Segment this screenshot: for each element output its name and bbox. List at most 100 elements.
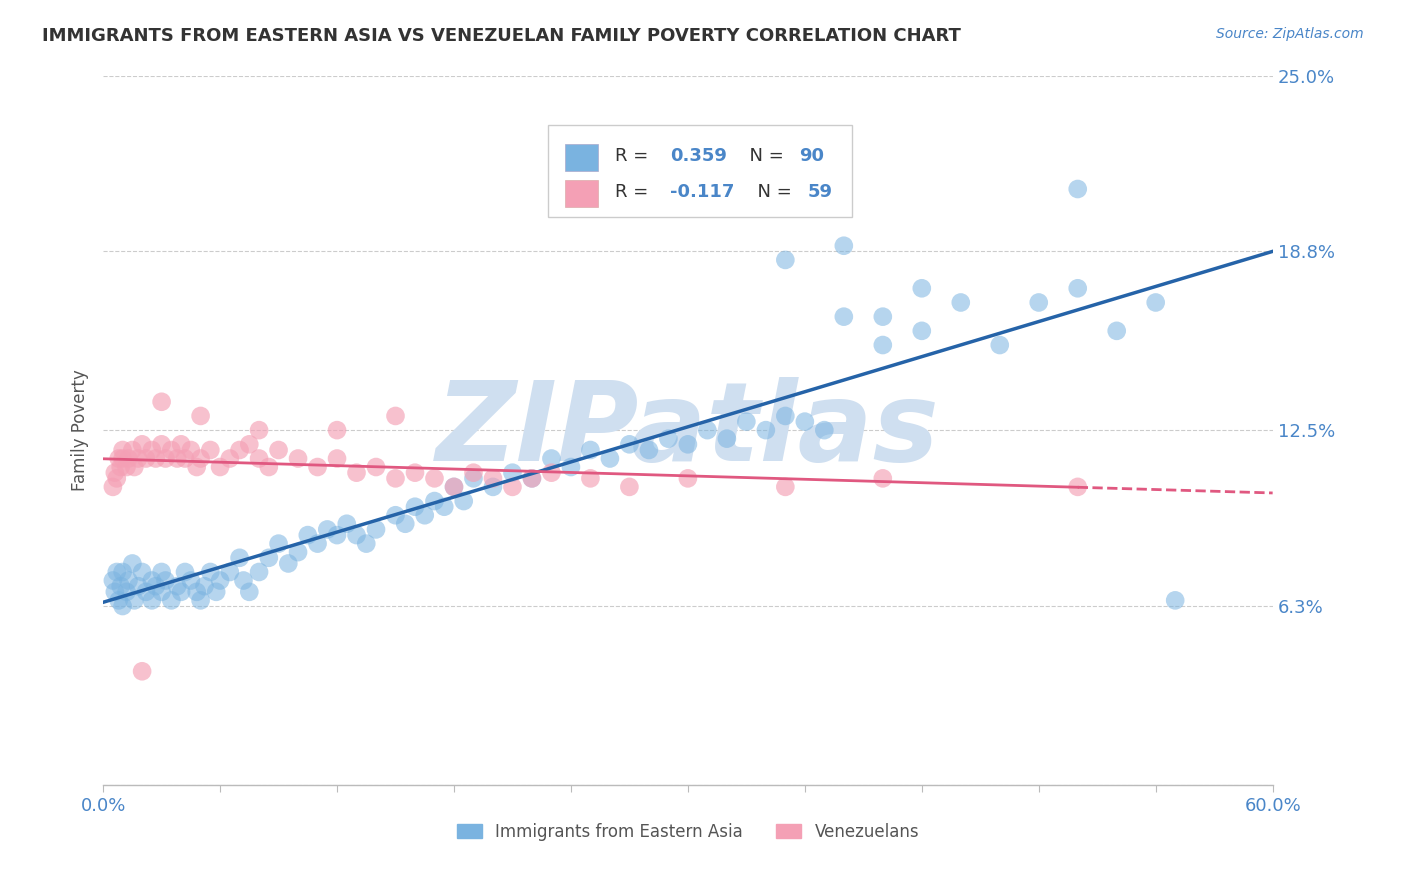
- Point: [384, 409, 406, 423]
- Point: [326, 528, 349, 542]
- Point: [127, 451, 149, 466]
- Text: 59: 59: [807, 183, 832, 201]
- Point: [735, 415, 758, 429]
- Point: [111, 565, 134, 579]
- Point: [394, 516, 416, 531]
- Point: [423, 471, 446, 485]
- Text: Source: ZipAtlas.com: Source: ZipAtlas.com: [1216, 27, 1364, 41]
- Point: [1164, 593, 1187, 607]
- Point: [104, 585, 127, 599]
- Point: [755, 423, 778, 437]
- Point: [180, 574, 202, 588]
- Point: [872, 471, 894, 485]
- Point: [287, 451, 309, 466]
- Point: [180, 442, 202, 457]
- Point: [364, 460, 387, 475]
- Point: [775, 409, 797, 423]
- Point: [110, 579, 132, 593]
- Point: [107, 451, 129, 466]
- Point: [160, 442, 183, 457]
- Point: [228, 550, 250, 565]
- FancyBboxPatch shape: [565, 180, 598, 207]
- Point: [676, 471, 699, 485]
- Point: [209, 574, 232, 588]
- Point: [145, 579, 167, 593]
- Point: [579, 442, 602, 457]
- Point: [832, 238, 855, 252]
- Point: [150, 585, 173, 599]
- Point: [501, 480, 523, 494]
- Point: [336, 516, 359, 531]
- Point: [364, 523, 387, 537]
- Point: [131, 665, 153, 679]
- Point: [186, 585, 208, 599]
- Point: [193, 579, 215, 593]
- Point: [949, 295, 972, 310]
- Point: [560, 460, 582, 475]
- Point: [200, 565, 222, 579]
- Point: [174, 565, 197, 579]
- Point: [307, 536, 329, 550]
- Text: 90: 90: [799, 147, 824, 165]
- Point: [131, 437, 153, 451]
- Point: [676, 437, 699, 451]
- Point: [117, 574, 139, 588]
- Point: [482, 480, 505, 494]
- Point: [127, 579, 149, 593]
- Point: [267, 442, 290, 457]
- Point: [540, 451, 562, 466]
- Point: [1067, 182, 1090, 196]
- Point: [1105, 324, 1128, 338]
- Point: [775, 480, 797, 494]
- Point: [166, 451, 188, 466]
- Point: [520, 471, 543, 485]
- Point: [599, 451, 621, 466]
- Point: [404, 466, 426, 480]
- Point: [131, 565, 153, 579]
- Point: [115, 585, 138, 599]
- Point: [121, 557, 143, 571]
- Point: [638, 442, 661, 457]
- Point: [190, 409, 212, 423]
- Point: [346, 528, 368, 542]
- Point: [150, 394, 173, 409]
- Point: [104, 466, 127, 480]
- Point: [200, 442, 222, 457]
- Point: [619, 480, 641, 494]
- Point: [257, 550, 280, 565]
- Point: [121, 442, 143, 457]
- Text: N =: N =: [738, 147, 790, 165]
- Point: [111, 599, 134, 613]
- Point: [793, 415, 815, 429]
- Text: IMMIGRANTS FROM EASTERN ASIA VS VENEZUELAN FAMILY POVERTY CORRELATION CHART: IMMIGRANTS FROM EASTERN ASIA VS VENEZUEL…: [42, 27, 962, 45]
- Point: [101, 480, 124, 494]
- Point: [872, 338, 894, 352]
- Point: [145, 451, 167, 466]
- Text: R =: R =: [616, 147, 654, 165]
- Point: [238, 585, 260, 599]
- Point: [228, 442, 250, 457]
- Point: [696, 423, 718, 437]
- Point: [326, 423, 349, 437]
- Point: [186, 460, 208, 475]
- Point: [579, 471, 602, 485]
- Point: [413, 508, 436, 523]
- Point: [117, 451, 139, 466]
- Point: [813, 423, 835, 437]
- Point: [433, 500, 456, 514]
- Point: [257, 460, 280, 475]
- Point: [135, 451, 157, 466]
- Point: [209, 460, 232, 475]
- Point: [101, 574, 124, 588]
- Point: [832, 310, 855, 324]
- Point: [247, 451, 270, 466]
- Point: [297, 528, 319, 542]
- Point: [872, 310, 894, 324]
- Text: -0.117: -0.117: [671, 183, 735, 201]
- Point: [1067, 281, 1090, 295]
- Point: [190, 451, 212, 466]
- Point: [356, 536, 378, 550]
- Point: [124, 593, 146, 607]
- Point: [267, 536, 290, 550]
- Point: [155, 451, 177, 466]
